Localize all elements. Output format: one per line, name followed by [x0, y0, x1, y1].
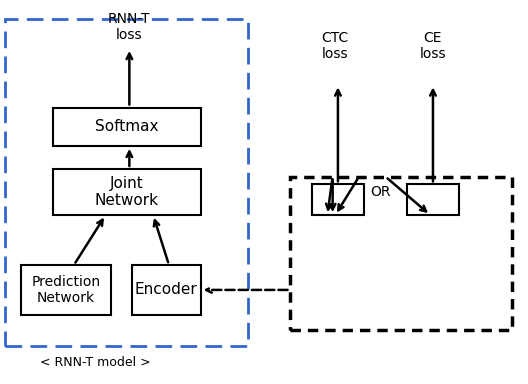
FancyBboxPatch shape: [312, 184, 364, 215]
Text: Joint
Network: Joint Network: [95, 176, 159, 208]
Text: CE
loss: CE loss: [420, 31, 446, 61]
FancyBboxPatch shape: [53, 169, 201, 215]
FancyBboxPatch shape: [53, 108, 201, 146]
Text: < RNN-T model >: < RNN-T model >: [40, 356, 150, 369]
Text: RNN-T
loss: RNN-T loss: [108, 12, 150, 42]
Text: Softmax: Softmax: [95, 119, 158, 134]
Text: Prediction
Network: Prediction Network: [32, 275, 100, 305]
Text: Encoder: Encoder: [135, 282, 197, 298]
Text: CTC
loss: CTC loss: [322, 31, 349, 61]
FancyBboxPatch shape: [407, 184, 459, 215]
Text: OR: OR: [370, 185, 390, 199]
FancyBboxPatch shape: [132, 265, 201, 315]
FancyBboxPatch shape: [290, 177, 512, 330]
FancyBboxPatch shape: [21, 265, 111, 315]
